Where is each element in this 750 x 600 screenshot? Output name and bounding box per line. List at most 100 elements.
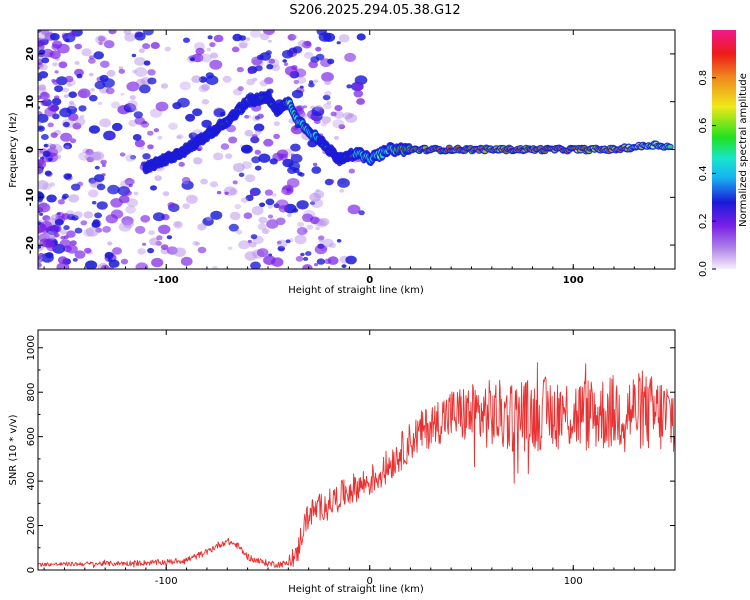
- heatmap-noise-cell: [213, 34, 224, 43]
- heatmap-noise-cell: [162, 191, 170, 197]
- y-tick-label: 0: [25, 146, 36, 153]
- heatmap-noise-cell: [262, 228, 270, 234]
- heatmap-noise-cell: [96, 183, 106, 191]
- heatmap-noise-cell: [121, 216, 134, 226]
- heatmap-noise-cell: [330, 111, 337, 117]
- heatmap-noise-cell: [225, 153, 233, 159]
- heatmap-noise-cell: [127, 178, 136, 185]
- heatmap-noise-cell: [79, 115, 85, 119]
- heatmap-noise-cell: [49, 50, 61, 59]
- heatmap-noise-cell: [150, 185, 157, 191]
- heatmap-noise-cell: [168, 122, 178, 130]
- heatmap-noise-cell: [321, 116, 332, 124]
- heatmap-noise-cell: [157, 135, 163, 140]
- heatmap-noise-cell: [267, 214, 274, 219]
- heatmap-noise-cell: [328, 242, 337, 249]
- heatmap-noise-cell: [52, 79, 60, 85]
- heatmap-noise-cell: [76, 73, 83, 79]
- heatmap-noise-cell: [63, 142, 73, 150]
- heatmap-noise-cell: [332, 119, 345, 129]
- heatmap-noise-cell: [338, 124, 346, 130]
- heatmap-noise-cell: [153, 128, 160, 133]
- heatmap-noise-cell: [125, 154, 136, 162]
- heatmap-noise-cell: [132, 69, 137, 74]
- heatmap-noise-cell: [347, 204, 361, 215]
- heatmap-noise-cell: [176, 135, 182, 140]
- colorbar: 0.0 0.2 0.4 0.6 0.8 Normalized spectral ampl…: [698, 30, 749, 277]
- heatmap-noise-cell: [158, 224, 171, 235]
- heatmap-noise-cell: [252, 77, 258, 82]
- heatmap-noise-cell: [47, 103, 59, 112]
- heatmap-noise-cell: [93, 174, 105, 183]
- heatmap-noise-cell: [254, 165, 262, 171]
- colorbar-tick-label: 0.6: [698, 118, 709, 134]
- heatmap-noise-cell: [47, 122, 54, 128]
- heatmap-noise-cell: [195, 47, 205, 55]
- heatmap-noise-cell: [205, 75, 219, 86]
- heatmap-noise-cell: [166, 235, 173, 240]
- heatmap-noise-cell: [249, 241, 257, 248]
- heatmap-noise-cell: [327, 58, 335, 65]
- heatmap-noise-cell: [352, 82, 364, 91]
- heatmap-noise-cell: [201, 83, 211, 91]
- heatmap-noise-cell: [130, 155, 136, 160]
- heatmap-noise-cell: [58, 61, 68, 69]
- heatmap-noise-cell: [240, 197, 248, 203]
- heatmap-noise-cell: [174, 222, 181, 227]
- heatmap-noise-cell: [52, 62, 58, 67]
- spectrogram-y-ticks: -20 -10 0 10 20: [25, 47, 675, 254]
- heatmap-noise-cell: [134, 32, 146, 41]
- snr-series-line: [38, 362, 675, 569]
- heatmap-noise-cell: [44, 170, 52, 176]
- heatmap-noise-cell: [287, 166, 297, 174]
- heatmap-noise-cell: [243, 212, 253, 219]
- y-tick-label: 600: [26, 427, 37, 446]
- heatmap-noise-cell: [210, 52, 218, 59]
- heatmap-noise-cell: [60, 132, 73, 142]
- heatmap-noise-cell: [103, 40, 115, 49]
- heatmap-noise-cell: [323, 103, 332, 110]
- heatmap-noise-cell: [72, 122, 82, 130]
- heatmap-noise-cell: [38, 84, 47, 92]
- heatmap-noise-cell: [42, 150, 51, 157]
- heatmap-noise-cell: [73, 211, 83, 219]
- heatmap-noise-cell: [287, 213, 292, 218]
- heatmap-noise-cell: [47, 143, 53, 148]
- heatmap-noise-cell: [129, 95, 136, 100]
- heatmap-noise-cell: [88, 125, 100, 134]
- heatmap-noise-cell: [254, 130, 262, 135]
- heatmap-noise-cell: [69, 137, 75, 142]
- heatmap-noise-cell: [111, 209, 124, 219]
- y-tick-label: 10: [25, 95, 36, 109]
- heatmap-noise-cell: [306, 224, 314, 230]
- heatmap-noise-cell: [197, 246, 207, 254]
- heatmap-noise-cell: [107, 184, 120, 195]
- heatmap-noise-cell: [111, 122, 123, 132]
- heatmap-noise-cell: [118, 195, 130, 204]
- heatmap-noise-cell: [70, 240, 77, 246]
- heatmap-noise-cell: [63, 225, 70, 231]
- colorbar-tick-label: 0.0: [698, 261, 709, 277]
- y-tick-label: 1000: [26, 335, 37, 360]
- spectrogram-heatmap: [38, 30, 674, 269]
- heatmap-noise-cell: [310, 201, 316, 206]
- heatmap-noise-cell: [80, 220, 88, 226]
- heatmap-noise-cell: [312, 162, 318, 167]
- heatmap-noise-cell: [241, 144, 253, 154]
- heatmap-noise-cell: [54, 154, 62, 160]
- heatmap-noise-cell: [68, 194, 80, 203]
- heatmap-noise-cell: [154, 175, 162, 182]
- heatmap-noise-cell: [107, 241, 113, 246]
- heatmap-noise-cell: [327, 256, 339, 265]
- heatmap-noise-cell: [43, 143, 49, 148]
- heatmap-noise-cell: [264, 189, 273, 196]
- heatmap-noise-cell: [38, 252, 44, 257]
- heatmap-noise-cell: [255, 65, 263, 72]
- heatmap-noise-cell: [147, 77, 157, 85]
- snr-x-axis-label: Height of straight line (km): [288, 584, 424, 595]
- heatmap-noise-cell: [128, 183, 133, 188]
- heatmap-noise-cell: [227, 246, 233, 250]
- heatmap-noise-cell: [134, 139, 145, 148]
- heatmap-noise-cell: [206, 216, 213, 221]
